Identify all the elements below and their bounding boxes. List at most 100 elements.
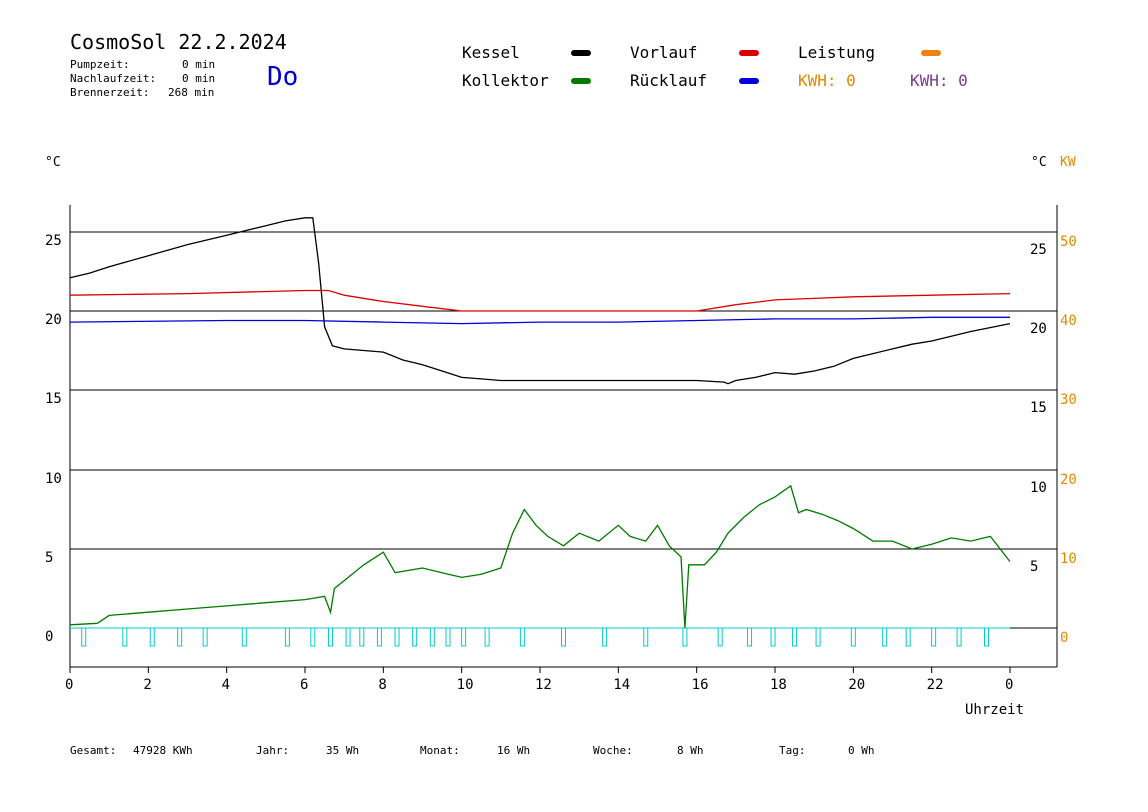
- kw-tick: 50: [1060, 234, 1077, 250]
- pump-pulse: [770, 627, 776, 647]
- kw-tick: 0: [1060, 630, 1068, 646]
- series-line-vorlauf: [69, 289, 1011, 312]
- pump-pulse: [81, 627, 87, 647]
- x-tick-label: 4: [222, 677, 230, 693]
- pump-pulse: [284, 627, 290, 647]
- brennerzeit-value: 268 min: [168, 86, 215, 99]
- kwh-purple-label: KWH: 0: [910, 71, 968, 90]
- pump-pulse: [202, 627, 208, 647]
- series-line-kessel: [69, 217, 1011, 385]
- pump-pulse: [412, 627, 418, 647]
- pump-pulse: [905, 627, 911, 647]
- kw-tick: 20: [1060, 472, 1077, 488]
- legend-leistung-swatch: [921, 50, 941, 56]
- footer-gesamt-value: 47928 KWh: [133, 744, 193, 757]
- y-tick-left: 10: [45, 471, 62, 487]
- y-tick-right: 10: [1030, 480, 1047, 496]
- y-tick-right: 5: [1030, 559, 1038, 575]
- x-tick-label: 8: [378, 677, 386, 693]
- pump-pulse: [359, 627, 365, 647]
- footer-gesamt-label: Gesamt:: [70, 744, 117, 757]
- x-tick-label: 0: [1005, 677, 1013, 693]
- footer-monat-label: Monat:: [420, 744, 460, 757]
- footer-woche-value: 8 Wh: [677, 744, 704, 757]
- y-tick-left: 15: [45, 391, 62, 407]
- pump-pulse: [394, 627, 400, 647]
- y-tick-right: 20: [1030, 321, 1047, 337]
- nachlaufzeit-label: Nachlaufzeit:: [70, 72, 157, 85]
- footer-monat-value: 16 Wh: [497, 744, 531, 757]
- pump-pulse: [461, 627, 467, 647]
- footer-woche-label: Woche:: [593, 744, 633, 757]
- x-tick-label: 18: [770, 677, 787, 693]
- left-axis-unit: °C: [45, 155, 61, 170]
- y-tick-left: 25: [45, 233, 62, 249]
- weekday-label: Do: [267, 62, 299, 92]
- pump-pulse: [956, 627, 962, 647]
- footer-tag-label: Tag:: [779, 744, 806, 757]
- pump-pulse: [602, 627, 608, 647]
- series-line-ruecklauf: [69, 316, 1010, 325]
- y-tick-left: 0: [45, 629, 53, 645]
- pump-pulse: [984, 627, 989, 647]
- pump-pulse: [792, 627, 798, 647]
- footer-tag-value: 0 Wh: [848, 744, 875, 757]
- pump-pulse: [122, 627, 128, 647]
- pump-pulse: [747, 627, 753, 647]
- kw-tick: 30: [1060, 392, 1077, 408]
- legend-kessel-label: Kessel: [462, 43, 520, 62]
- pump-pulse: [882, 627, 888, 647]
- pumpzeit-value: 0 min: [182, 58, 216, 71]
- pump-pulse: [717, 627, 723, 647]
- pump-pulse: [149, 627, 155, 647]
- x-tick-label: 2: [143, 677, 151, 693]
- x-tick-label: 22: [927, 677, 944, 693]
- kw-tick: 10: [1060, 551, 1077, 567]
- y-tick-left: 20: [45, 312, 62, 328]
- legend-ruecklauf-label: Rücklauf: [630, 71, 708, 90]
- x-tick-label: 6: [300, 677, 308, 693]
- pump-pulse: [177, 627, 183, 647]
- y-tick-left: 5: [45, 550, 53, 566]
- pump-pulse: [376, 627, 382, 647]
- legend-ruecklauf-swatch: [739, 78, 759, 84]
- pump-pulse: [327, 627, 333, 647]
- kw-axis-unit: KW: [1060, 155, 1076, 170]
- footer-jahr-label: Jahr:: [256, 744, 290, 757]
- legend-leistung-label: Leistung: [798, 43, 876, 62]
- pump-pulse: [241, 627, 247, 647]
- kw-tick: 40: [1060, 313, 1077, 329]
- pump-pulse: [345, 627, 351, 647]
- pump-pulse: [445, 627, 451, 647]
- legend-kessel-swatch: [571, 50, 591, 56]
- x-tick-label: 20: [848, 677, 865, 693]
- pump-pulse: [682, 627, 688, 647]
- x-tick-label: 14: [613, 677, 630, 693]
- pump-pulse: [519, 627, 525, 647]
- pump-pulse: [310, 627, 316, 647]
- nachlaufzeit-value: 0 min: [182, 72, 216, 85]
- legend-kollektor-label: Kollektor: [462, 71, 549, 90]
- legend-kollektor-swatch: [571, 78, 591, 84]
- pump-pulse: [931, 627, 937, 647]
- y-tick-right: 25: [1030, 242, 1047, 258]
- pump-pulse: [850, 627, 856, 647]
- pump-pulse: [429, 627, 435, 647]
- right-axis-unit: °C: [1031, 155, 1047, 170]
- brennerzeit-label: Brennerzeit:: [70, 86, 150, 99]
- pump-pulse: [815, 627, 821, 647]
- x-tick-label: 10: [457, 677, 474, 693]
- footer-jahr-value: 35 Wh: [326, 744, 360, 757]
- x-tick-label: 16: [692, 677, 709, 693]
- y-tick-right: 15: [1030, 400, 1047, 416]
- x-axis-label: Uhrzeit: [965, 702, 1024, 718]
- legend-vorlauf-label: Vorlauf: [630, 43, 698, 62]
- series-line-kollektor: [69, 484, 1011, 629]
- kwh-orange-label: KWH: 0: [798, 71, 856, 90]
- pump-pulse: [561, 627, 566, 647]
- pump-pulse: [643, 627, 649, 647]
- x-tick-label: 0: [65, 677, 73, 693]
- x-tick-label: 12: [535, 677, 552, 693]
- chart-title: CosmoSol 22.2.2024: [70, 30, 287, 54]
